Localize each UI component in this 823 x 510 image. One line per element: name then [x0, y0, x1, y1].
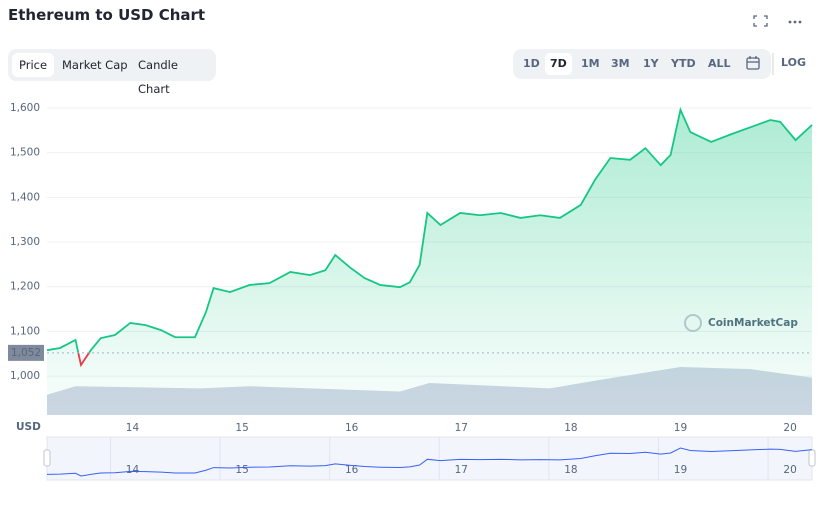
range-button[interactable]: 1Y	[643, 57, 659, 70]
x-tick-label: 19	[674, 422, 687, 434]
x-tick-label: 18	[564, 422, 577, 434]
navigator-line	[46, 447, 813, 477]
y-tick-label: 1,500	[10, 147, 40, 159]
tab[interactable]: Price	[12, 53, 55, 77]
range-button[interactable]: ALL	[708, 57, 731, 70]
x-tick-label: 16	[345, 422, 359, 434]
log-button[interactable]: LOG	[781, 56, 806, 69]
navigator[interactable]	[46, 436, 813, 481]
y-tick-label: 1,200	[10, 281, 40, 293]
range-button[interactable]: 1D	[523, 57, 540, 70]
range-bar: 1D 7D 1M 3M 1Y YTD ALL	[513, 49, 771, 79]
tab[interactable]: Candle Chart	[138, 58, 178, 96]
range-button[interactable]: YTD	[671, 57, 696, 70]
navigator-tick-label: 18	[564, 464, 577, 476]
navigator-tick-label: 19	[674, 464, 687, 476]
y-tick-label: 1,300	[10, 236, 40, 248]
title: Ethereum to USD Chart	[8, 6, 206, 24]
price-area	[47, 109, 812, 416]
price-line	[46, 106, 813, 368]
x-tick-label: 17	[455, 422, 468, 434]
baseline-label: 1,052	[11, 347, 41, 359]
more-icon[interactable]	[788, 20, 802, 24]
y-tick-label: 1,600	[10, 102, 40, 114]
navigator-tick-label: 15	[235, 464, 248, 476]
baseline-label-box	[8, 344, 44, 361]
range-button[interactable]: 1M	[581, 57, 600, 70]
y-tick-label: 1,100	[10, 325, 40, 337]
range-button[interactable]: 3M	[611, 57, 630, 70]
x-tick-label: 20	[783, 422, 796, 434]
navigator-handle[interactable]	[808, 449, 816, 467]
x-tick-label: 14	[126, 422, 140, 434]
fullscreen-icon[interactable]	[753, 15, 768, 27]
y-tick-label: 1,000	[10, 370, 40, 382]
navigator-tick-label: 20	[783, 464, 796, 476]
y-tick-label: 1,400	[10, 191, 40, 203]
navigator-tick-label: 17	[455, 464, 468, 476]
range-button[interactable]: 7D	[545, 53, 572, 75]
calendar-icon[interactable]	[746, 56, 760, 70]
x-tick-label: 15	[235, 422, 248, 434]
y-axis-label: USD	[16, 421, 41, 433]
navigator-tick-label: 14	[126, 464, 140, 476]
navigator-tick-label: 16	[345, 464, 359, 476]
tab[interactable]: Market Cap	[62, 58, 128, 72]
navigator-handle[interactable]	[43, 449, 51, 467]
tab-bar: Price Market Cap Candle Chart	[8, 49, 216, 96]
